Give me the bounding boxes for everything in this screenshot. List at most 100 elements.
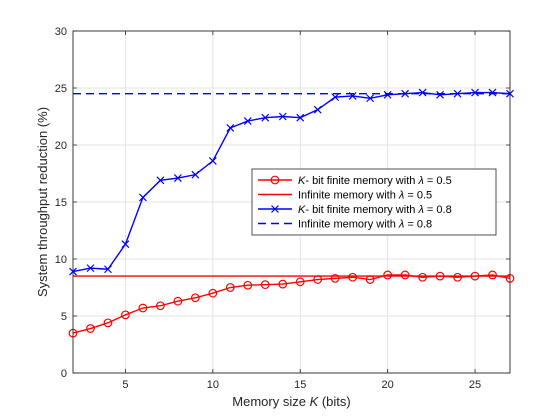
data-point bbox=[488, 88, 497, 97]
legend-label-3: K- bit finite memory with λ = 0.8 bbox=[298, 204, 452, 216]
data-point bbox=[278, 112, 287, 121]
legend-label-part: λ bbox=[417, 204, 423, 216]
data-point bbox=[348, 272, 358, 282]
data-point bbox=[331, 93, 340, 102]
data-point-stroke bbox=[138, 193, 147, 202]
data-point-stroke bbox=[156, 176, 165, 185]
data-point bbox=[138, 303, 148, 313]
data-point-stroke bbox=[383, 90, 392, 99]
data-point bbox=[488, 270, 497, 280]
data-point-stroke bbox=[226, 123, 235, 132]
legend-box bbox=[251, 168, 497, 236]
legend-label-part: Infinite memory with bbox=[298, 190, 399, 202]
data-point-stroke bbox=[331, 93, 340, 102]
data-point bbox=[296, 113, 305, 122]
data-point bbox=[138, 193, 147, 202]
legend-label-part: - bit finite memory with bbox=[305, 175, 418, 187]
axes-box bbox=[72, 30, 511, 374]
data-point-stroke bbox=[366, 94, 375, 103]
y-tick-label: 0 bbox=[61, 368, 67, 380]
data-point-stroke bbox=[348, 92, 357, 100]
y-tick-label: 15 bbox=[55, 197, 67, 209]
x-tick-label: 5 bbox=[122, 379, 128, 391]
data-point bbox=[226, 123, 235, 132]
data-point-stroke bbox=[104, 265, 112, 274]
y-tick-label: 30 bbox=[55, 26, 67, 38]
legend-label-part: λ bbox=[398, 190, 404, 202]
data-point-stroke bbox=[278, 112, 287, 121]
data-point bbox=[471, 88, 479, 97]
data-point bbox=[383, 270, 393, 280]
data-point-stroke bbox=[471, 88, 479, 97]
data-point bbox=[295, 277, 305, 287]
data-point bbox=[330, 273, 340, 283]
y-tick-label: 10 bbox=[55, 254, 67, 266]
data-point bbox=[173, 174, 182, 182]
legend-label-part: - bit finite memory with bbox=[305, 204, 418, 216]
legend-label-part: K bbox=[298, 204, 306, 216]
data-point bbox=[418, 88, 427, 97]
x-tick-label: 10 bbox=[207, 379, 219, 391]
data-point-stroke bbox=[208, 157, 217, 165]
data-point-stroke bbox=[243, 117, 252, 125]
series-group bbox=[68, 88, 515, 338]
legend-marker bbox=[271, 205, 279, 213]
x-axis-label-part: Memory size bbox=[232, 394, 309, 409]
legend-label-part: = 0.5 bbox=[424, 175, 452, 187]
x-axis-label-part: K bbox=[310, 394, 320, 409]
data-point-stroke bbox=[313, 105, 322, 114]
data-point bbox=[243, 280, 253, 290]
data-point-stroke bbox=[436, 90, 445, 99]
legend-label-4: Infinite memory with λ = 0.8 bbox=[298, 219, 432, 231]
x-tick-label: 20 bbox=[382, 379, 394, 391]
data-point bbox=[243, 117, 252, 125]
data-point bbox=[453, 272, 462, 282]
data-point bbox=[225, 283, 235, 292]
data-point bbox=[121, 240, 130, 249]
data-point-stroke bbox=[418, 88, 427, 97]
data-point-stroke bbox=[173, 174, 182, 182]
legend-marker bbox=[270, 175, 280, 185]
legend-label-part: = 0.5 bbox=[404, 190, 432, 202]
data-point-stroke bbox=[261, 113, 270, 122]
legend-label-part: Infinite memory with bbox=[298, 219, 399, 231]
data-point bbox=[173, 296, 183, 306]
y-tick-label: 20 bbox=[55, 140, 67, 152]
legend-label-part: = 0.8 bbox=[404, 219, 432, 231]
legend-label-part: λ bbox=[398, 219, 404, 231]
x-tick-label: 25 bbox=[469, 379, 481, 391]
data-point bbox=[155, 301, 165, 311]
data-point bbox=[156, 176, 165, 185]
data-point bbox=[260, 280, 270, 290]
data-point bbox=[436, 90, 445, 99]
data-point bbox=[86, 324, 95, 333]
data-point bbox=[261, 113, 270, 122]
legend-label-2: Infinite memory with λ = 0.5 bbox=[298, 190, 432, 202]
legend-label-part: K bbox=[298, 175, 306, 187]
x-tick-label: 15 bbox=[294, 379, 306, 391]
data-point-stroke bbox=[488, 88, 497, 97]
data-point bbox=[121, 310, 130, 320]
y-tick-label: 5 bbox=[61, 311, 67, 323]
data-point bbox=[191, 170, 200, 179]
axes bbox=[72, 30, 511, 374]
legend-label-part: = 0.8 bbox=[424, 204, 452, 216]
data-point bbox=[366, 94, 375, 103]
data-point-stroke bbox=[191, 170, 200, 179]
data-point bbox=[208, 157, 217, 165]
data-point bbox=[208, 288, 218, 298]
data-point bbox=[383, 90, 392, 99]
data-point-stroke bbox=[86, 264, 95, 273]
data-point bbox=[103, 318, 113, 328]
data-point-stroke bbox=[121, 240, 130, 249]
data-point bbox=[313, 105, 322, 114]
data-point-stroke bbox=[296, 113, 305, 122]
y-axis-label: System throughput reduction (%) bbox=[35, 107, 50, 297]
x-axis-label: Memory size K (bits) bbox=[232, 394, 350, 409]
legend-label-1: K- bit finite memory with λ = 0.5 bbox=[298, 175, 452, 187]
x-axis-label-part: (bits) bbox=[318, 394, 351, 409]
y-tick-label: 25 bbox=[55, 83, 67, 95]
data-point bbox=[104, 265, 112, 274]
